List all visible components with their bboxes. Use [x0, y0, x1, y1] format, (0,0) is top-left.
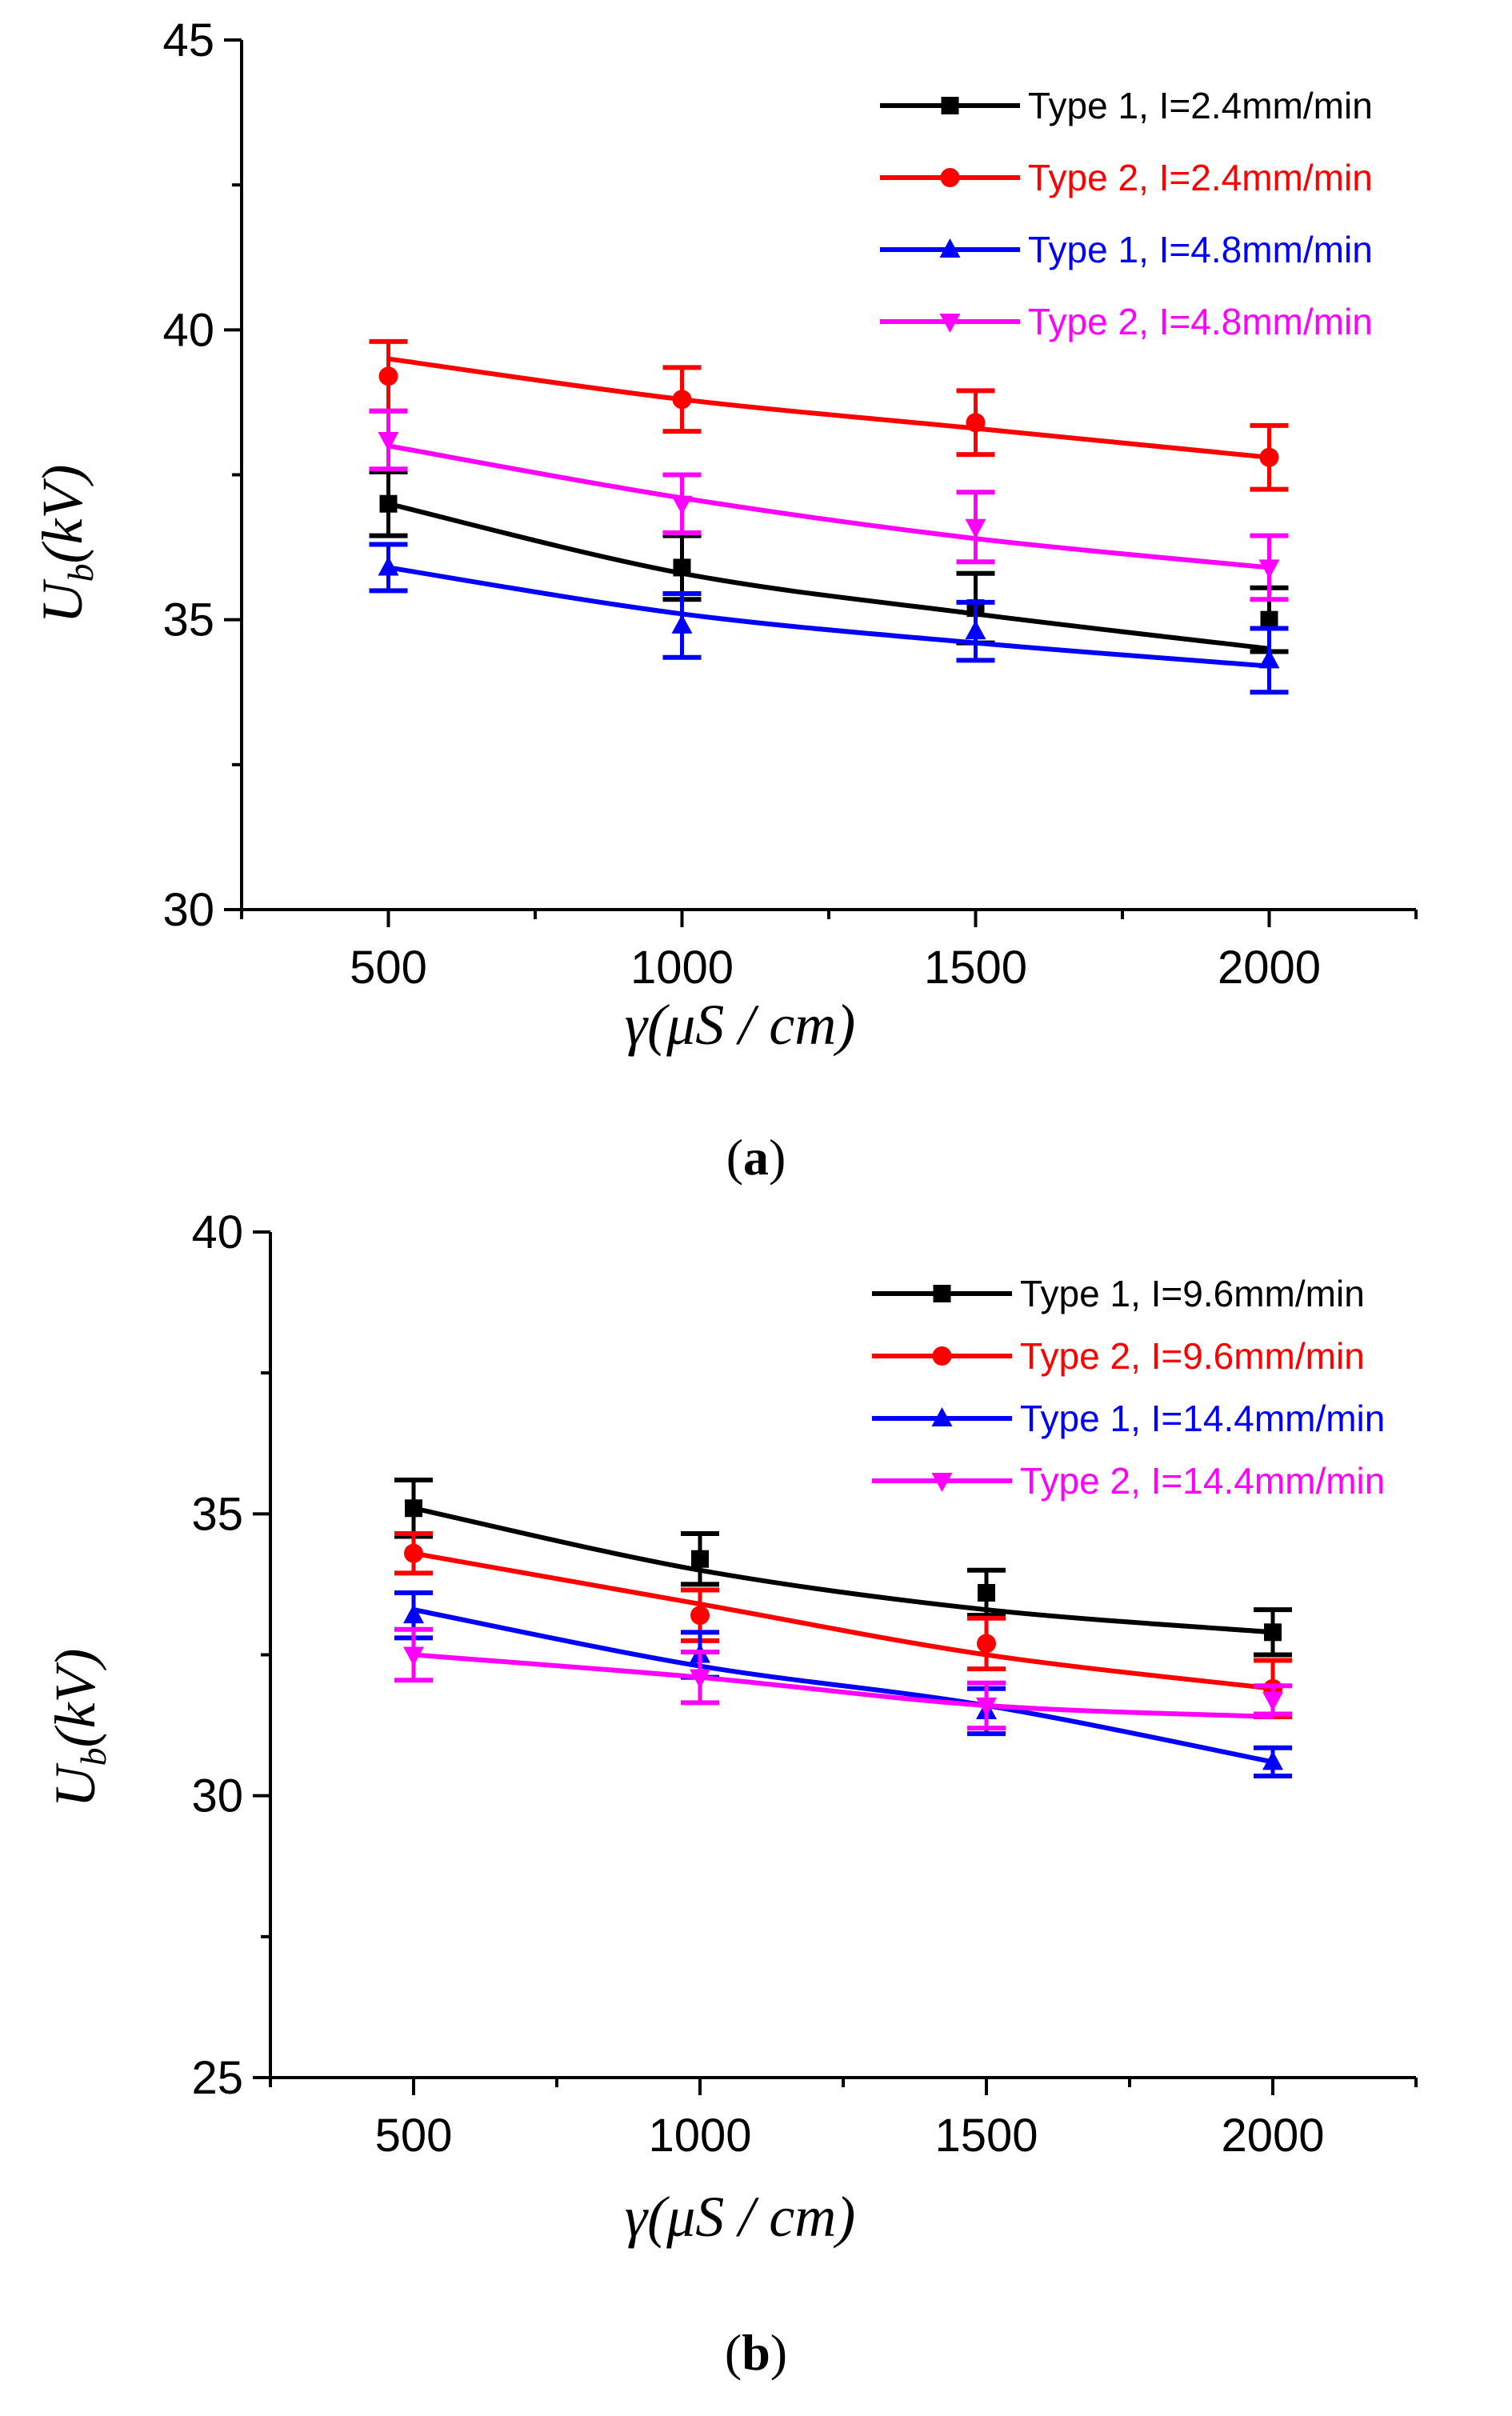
y-tick-label: 45	[162, 14, 214, 66]
legend-entry-3: Type 1, I=4.8mm/min	[880, 229, 1373, 270]
legend-label: Type 1, I=2.4mm/min	[1028, 85, 1373, 126]
y-tick-label: 30	[162, 884, 214, 936]
legend-entry-2: Type 2, I=9.6mm/min	[872, 1335, 1365, 1377]
data-point	[403, 1646, 424, 1666]
legend-marker	[932, 1346, 952, 1366]
data-point	[690, 1606, 710, 1626]
data-point	[404, 1543, 423, 1563]
data-point	[1262, 1750, 1283, 1770]
fit-curve	[413, 1607, 1274, 1765]
fit-curve	[388, 356, 1270, 460]
data-point	[673, 558, 691, 577]
x-tick-label: 1000	[630, 942, 734, 994]
y-axis-title-b: Ub(kV)	[43, 1649, 114, 1808]
data-point	[978, 1583, 995, 1602]
fit-curve	[413, 1652, 1274, 1720]
legend-marker	[941, 97, 959, 114]
y-tick-label: 25	[191, 2052, 243, 2104]
legend-marker	[940, 168, 960, 187]
legend-label: Type 2, I=4.8mm/min	[1028, 301, 1373, 342]
data-point	[378, 432, 399, 452]
panel-label-a: (a)	[726, 1129, 786, 1186]
x-tick-label: 1000	[648, 2110, 751, 2162]
x-axis-title-a: γ(μS / cm)	[625, 993, 855, 1057]
tick-labels-b: 25 30 35 40 500 1000 1500 2000	[191, 1206, 1324, 2162]
data-point	[378, 556, 399, 576]
x-tick-label: 1500	[924, 942, 1027, 994]
data-point	[672, 390, 692, 410]
chart-panel-a: 30 35 40 45 500 1000 1500 2000 Type 1, I=2.4mm/…	[30, 14, 1418, 1186]
data-point	[1259, 447, 1279, 467]
legend-label: Type 2, I=2.4mm/min	[1028, 157, 1373, 198]
chart-panel-b: 25 30 35 40 500 1000 1500 2000 Type 1, I=9.6mm/…	[43, 1206, 1418, 2381]
legend-entry-4: Type 2, I=14.4mm/min	[872, 1460, 1385, 1502]
data-point	[405, 1499, 422, 1518]
legend-marker	[939, 238, 961, 258]
series-2	[369, 338, 1289, 492]
data-point	[1260, 610, 1278, 629]
data-point	[690, 1669, 710, 1689]
data-point	[691, 1550, 709, 1568]
panel-label-b: (b)	[725, 2324, 787, 2381]
data-point	[1264, 1623, 1282, 1642]
y-tick-label: 35	[162, 594, 214, 646]
series-4	[369, 408, 1289, 602]
data-point	[1262, 1691, 1283, 1711]
axes-b	[253, 1230, 1418, 2095]
y-tick-label: 40	[162, 304, 214, 356]
legend-entry-1: Type 1, I=9.6mm/min	[872, 1273, 1365, 1314]
x-tick-label: 2000	[1218, 942, 1321, 994]
data-point	[403, 1604, 424, 1624]
x-axis-title-b: γ(μS / cm)	[625, 2185, 855, 2249]
data-point	[671, 495, 693, 515]
legend-entry-2: Type 2, I=2.4mm/min	[880, 157, 1373, 198]
data-point	[671, 614, 693, 634]
data-point	[1258, 649, 1280, 669]
legend-marker	[931, 1407, 953, 1426]
data-point	[378, 366, 398, 386]
data-point	[379, 494, 398, 513]
fit-curve	[413, 1550, 1274, 1691]
y-tick-label: 30	[191, 1770, 243, 1822]
legend-label: Type 1, I=14.4mm/min	[1020, 1398, 1385, 1439]
fit-curve	[388, 565, 1270, 669]
series-4	[394, 1626, 1292, 1731]
legend-entry-4: Type 2, I=4.8mm/min	[880, 301, 1373, 342]
axes-a	[224, 38, 1418, 927]
plot-area-b	[394, 1478, 1292, 1779]
legend-b: Type 1, I=9.6mm/min Type 2, I=9.6mm/min Ty…	[872, 1273, 1385, 1502]
legend-marker	[933, 1285, 951, 1302]
legend-a: Type 1, I=2.4mm/min Type 2, I=2.4mm/min Ty…	[880, 85, 1373, 342]
legend-label: Type 2, I=14.4mm/min	[1020, 1460, 1385, 1502]
x-tick-label: 500	[375, 2110, 453, 2162]
x-tick-label: 2000	[1221, 2110, 1324, 2162]
data-point	[966, 413, 986, 433]
legend-label: Type 1, I=9.6mm/min	[1020, 1273, 1365, 1314]
series-1	[394, 1478, 1292, 1658]
fit-curve	[413, 1506, 1274, 1635]
legend-label: Type 1, I=4.8mm/min	[1028, 229, 1373, 270]
data-point	[965, 518, 986, 538]
data-point	[976, 1697, 997, 1717]
data-point	[977, 1634, 996, 1654]
x-tick-label: 500	[350, 942, 427, 994]
legend-entry-1: Type 1, I=2.4mm/min	[880, 85, 1373, 126]
y-tick-label: 40	[191, 1206, 243, 1258]
series-3	[369, 542, 1289, 695]
fit-curve	[387, 501, 1270, 651]
data-point	[1258, 559, 1280, 579]
fit-curve	[387, 443, 1270, 570]
legend-marker	[931, 1473, 953, 1492]
x-tick-label: 1500	[934, 2110, 1038, 2162]
y-axis-title-a: Ub(kV)	[30, 465, 101, 624]
data-point	[965, 620, 986, 640]
y-tick-label: 35	[191, 1488, 243, 1540]
plot-area-a	[369, 338, 1289, 695]
legend-label: Type 2, I=9.6mm/min	[1020, 1335, 1365, 1377]
tick-labels-a: 30 35 40 45 500 1000 1500 2000	[162, 14, 1321, 994]
legend-marker	[939, 314, 961, 333]
legend-entry-3: Type 1, I=14.4mm/min	[872, 1398, 1385, 1439]
